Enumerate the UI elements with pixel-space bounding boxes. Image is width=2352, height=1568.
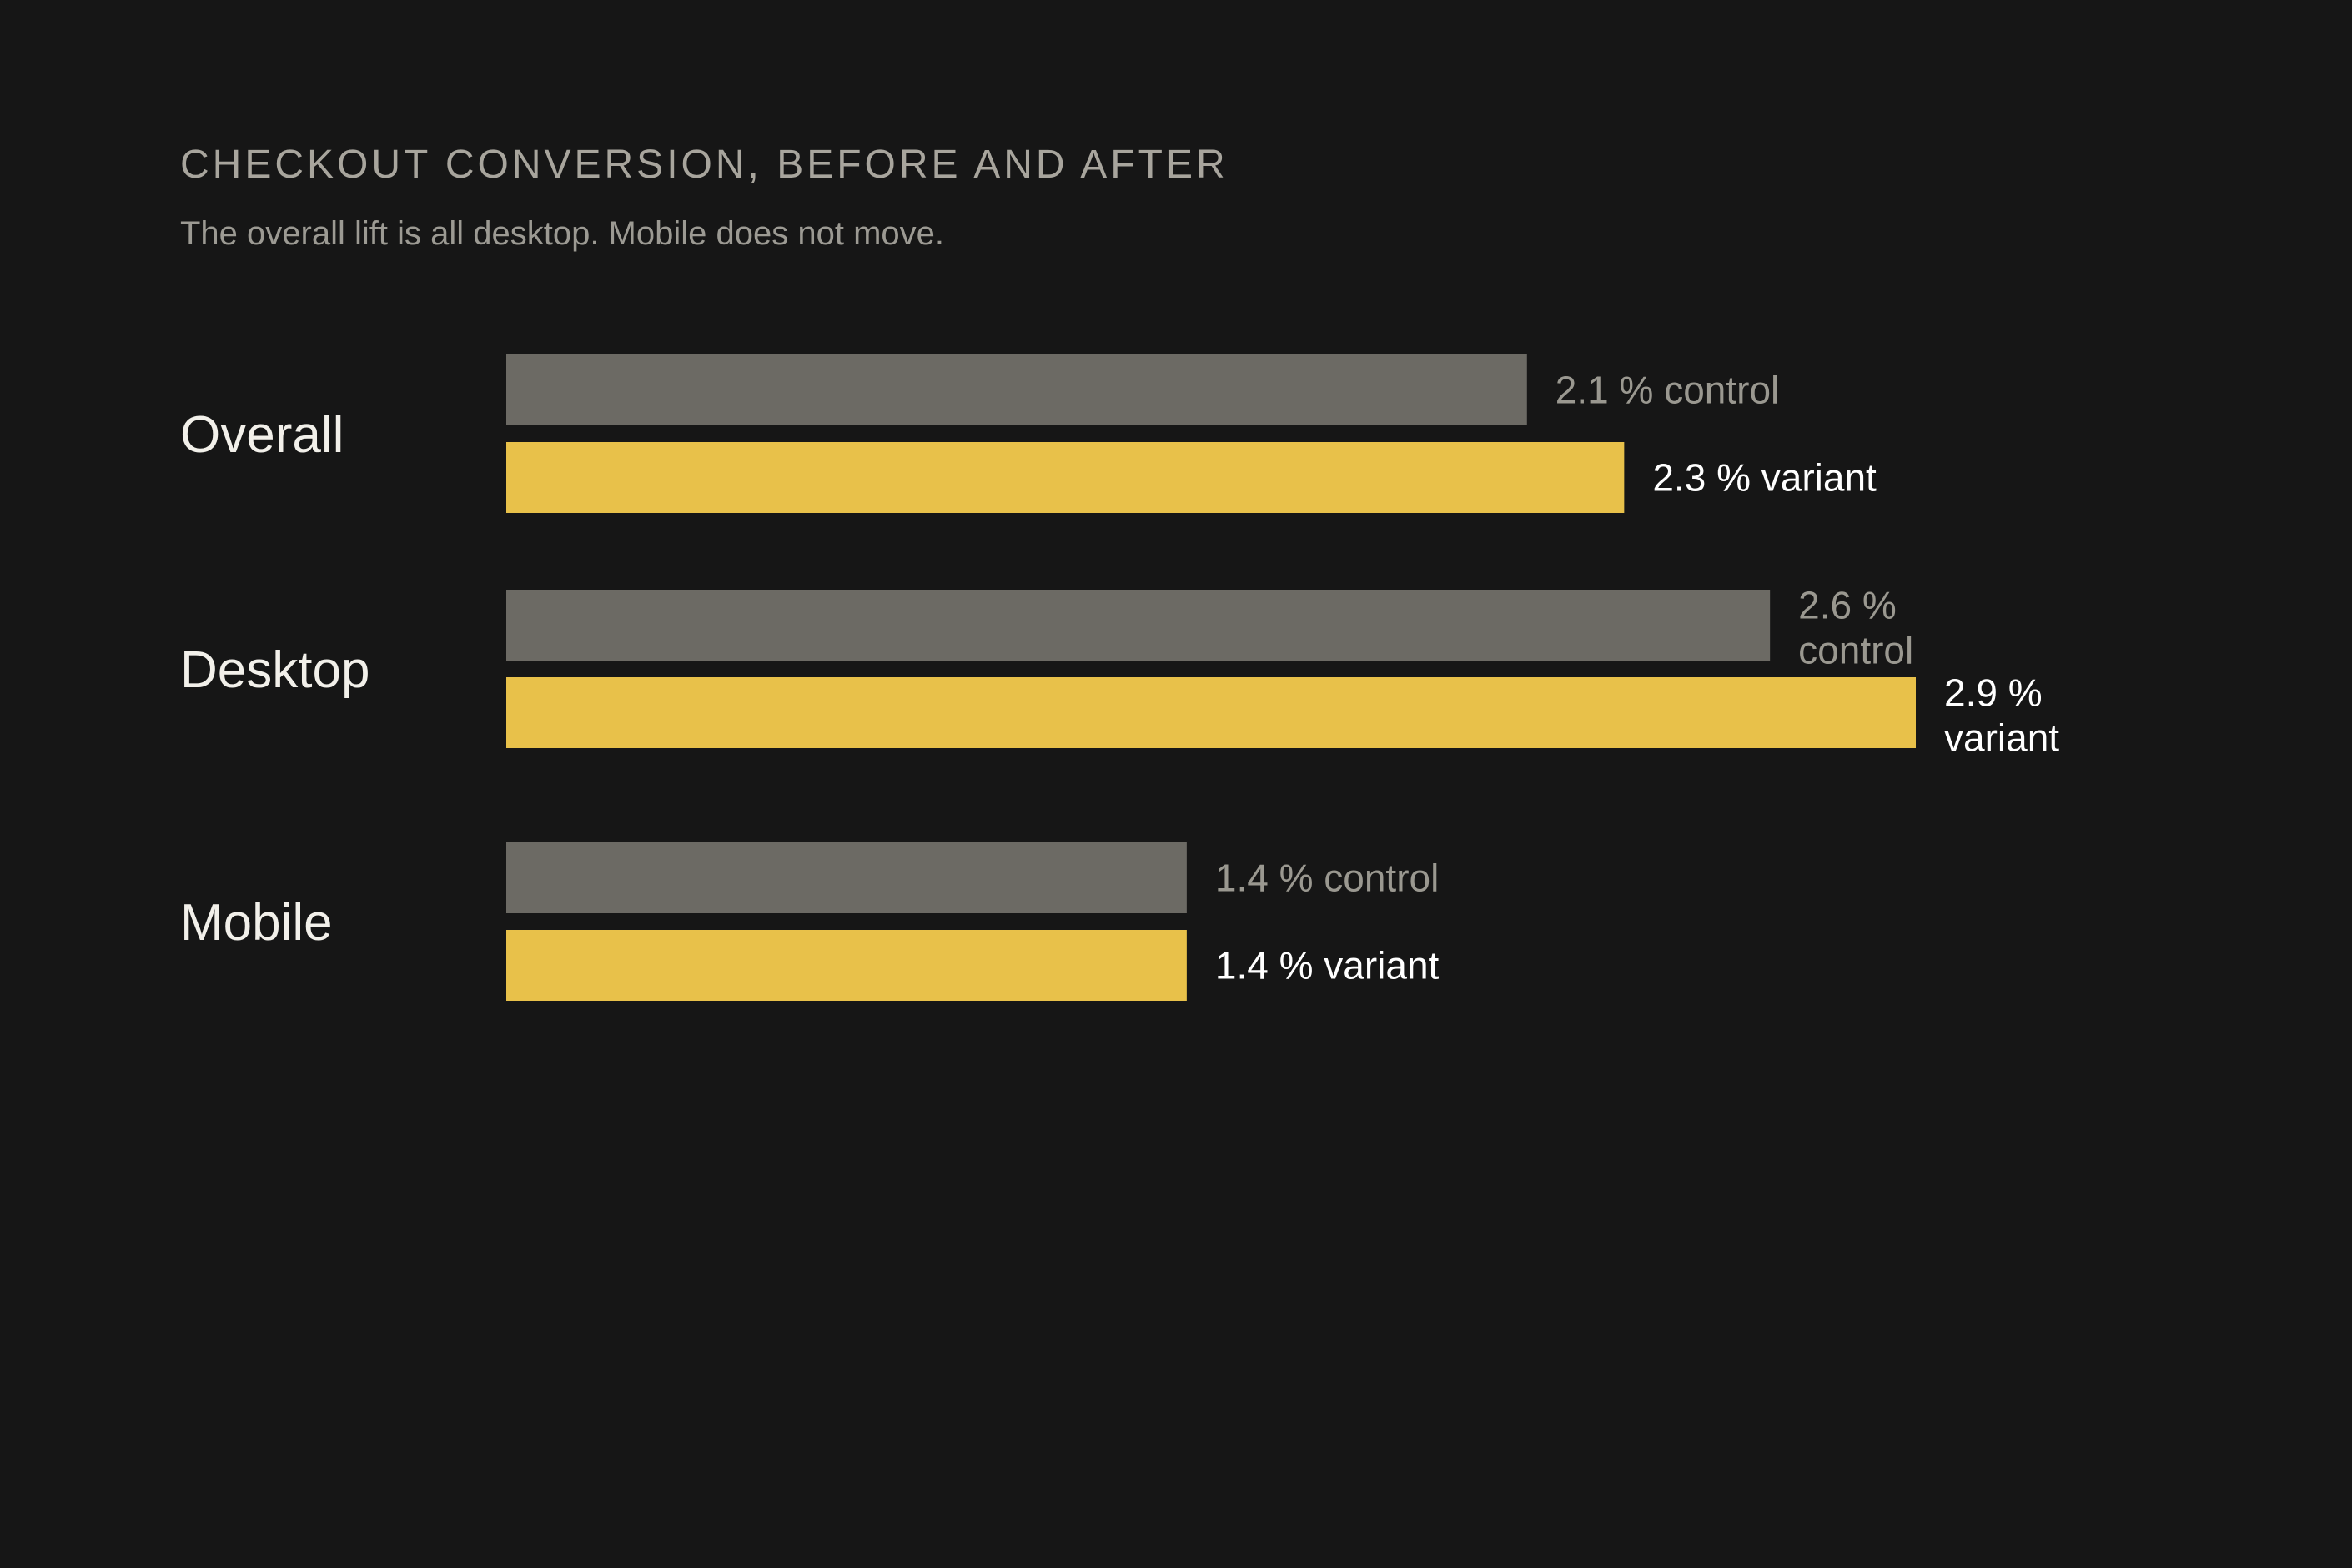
bar-variant-desktop [506,677,1916,748]
bar-control-mobile [506,842,1187,913]
bar-control-overall [506,354,1527,425]
value-label-control-overall: 2.1 % control [1555,369,1779,412]
bar-variant-overall [506,442,1625,513]
bar-control-desktop [506,590,1771,661]
chart-subtitle: The overall lift is all desktop. Mobile … [180,215,944,252]
value-label-control-desktop: 2.6 % control [1798,584,1913,672]
chart-title: CHECKOUT CONVERSION, BEFORE AND AFTER [180,143,1229,187]
value-label-control-mobile: 1.4 % control [1215,857,1439,900]
value-label-variant-desktop: 2.9 % variant [1944,671,2059,760]
category-label-mobile: Mobile [180,894,333,952]
value-label-variant-mobile: 1.4 % variant [1215,944,1440,988]
category-label-overall: Overall [180,406,344,464]
category-label-desktop: Desktop [180,641,369,699]
bar-variant-mobile [506,930,1187,1001]
value-label-variant-overall: 2.3 % variant [1652,456,1877,500]
